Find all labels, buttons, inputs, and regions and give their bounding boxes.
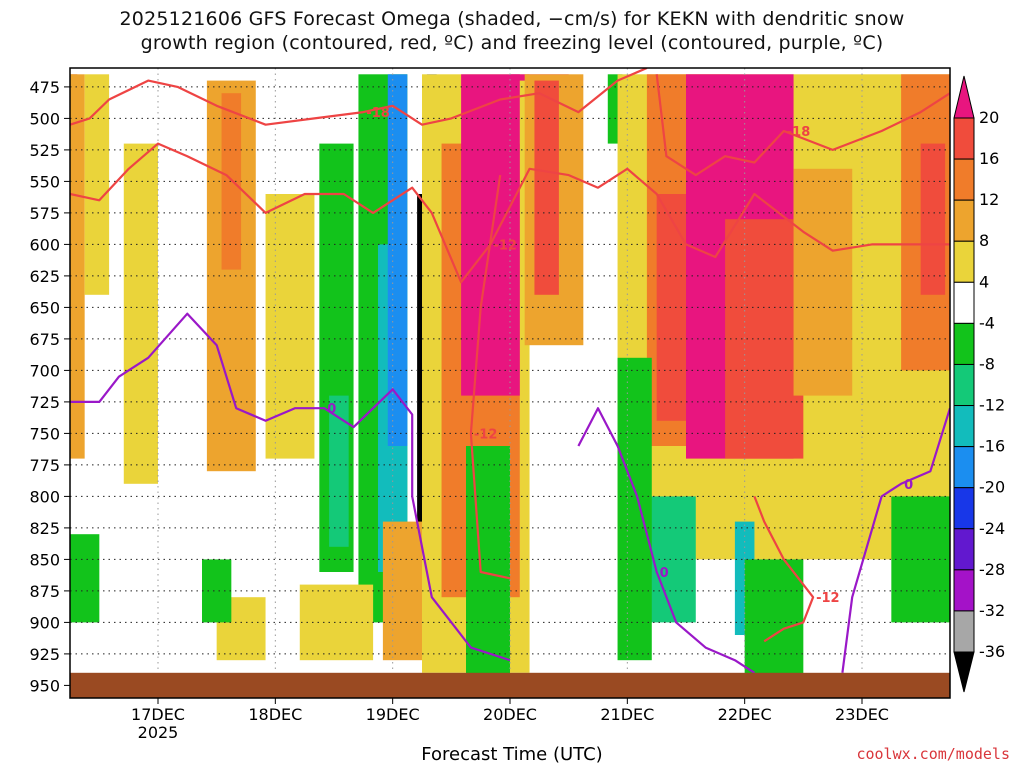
pressure-tick-label: 550 (29, 172, 60, 191)
colorbar-bin (953, 610, 975, 653)
terrain-surface (70, 672, 950, 698)
pressure-axis: 475 500 525 550 575 600 625 650 675 700 725 750 775 8… (29, 78, 70, 695)
grid (70, 68, 950, 698)
colorbar: 20 16 12 8 4 -4 -8 -12 -16 -20 -24 -28 -32 -36 (953, 75, 1005, 693)
omega-region (221, 93, 242, 270)
colorbar-bin (953, 528, 975, 571)
colorbar-bin (953, 487, 975, 530)
colorbar-label: -20 (979, 478, 1005, 497)
time-tick-label: 22DEC (718, 705, 772, 724)
omega-region (382, 521, 422, 661)
pressure-tick-label: 475 (29, 78, 60, 97)
dgz-contour-line (655, 74, 950, 177)
pressure-tick-label: 750 (29, 424, 60, 443)
time-tick-label: 18DEC (248, 705, 302, 724)
pressure-tick-label: 500 (29, 109, 60, 128)
omega-region (744, 559, 804, 680)
colorbar-label: 8 (979, 231, 989, 250)
omega-region (920, 143, 946, 295)
omega-region (70, 74, 85, 459)
colorbar-label: 4 (979, 272, 989, 291)
omega-region (123, 143, 158, 484)
pressure-tick-label: 650 (29, 298, 60, 317)
dgz-contour-label: -12 (474, 427, 498, 442)
contours: -18 -12 -18 -12 -12 0 0 0 (70, 68, 950, 674)
colorbar-label: -36 (979, 642, 1005, 661)
freezing-level-contour-label: 0 (904, 478, 913, 493)
pressure-tick-label: 525 (29, 141, 60, 160)
colorbar-bin (953, 322, 975, 365)
colorbar-label: -12 (979, 396, 1005, 415)
colorbar-label: -16 (979, 437, 1005, 456)
omega-region (265, 194, 315, 459)
colorbar-bin (953, 240, 975, 283)
omega-region (70, 534, 100, 623)
omega-region (417, 194, 422, 635)
dgz-contour-line (469, 174, 511, 580)
omega-region (202, 559, 232, 623)
colorbar-label: -8 (979, 354, 995, 373)
site-credit[interactable]: coolwx.com/models (856, 745, 1010, 763)
time-tick-label: 19DEC (366, 705, 420, 724)
omega-region (466, 446, 510, 680)
freezing-level-contour-line (841, 407, 950, 673)
omega-region (84, 74, 110, 295)
colorbar-label: 20 (979, 108, 999, 127)
dgz-contour-label: -12 (493, 238, 517, 253)
colorbar-bottom-arrow (953, 651, 975, 693)
pressure-tick-label: 825 (29, 519, 60, 538)
x-axis-label: Forecast Time (UTC) (421, 744, 603, 765)
pressure-tick-label: 850 (29, 550, 60, 569)
omega-region (891, 496, 950, 623)
colorbar-bin (953, 405, 975, 448)
freezing-level-contour-label: 0 (660, 566, 669, 581)
colorbar-label: -32 (979, 601, 1005, 620)
colorbar-top-arrow (953, 75, 975, 119)
pressure-tick-label: 775 (29, 456, 60, 475)
time-tick-label: 20DEC (483, 705, 537, 724)
pressure-tick-label: 600 (29, 235, 60, 254)
pressure-tick-label: 700 (29, 361, 60, 380)
pressure-tick-label: 925 (29, 645, 60, 664)
chart-title-line-2: growth region (contoured, red, ºC) and f… (140, 32, 884, 54)
dgz-contour-label: -18 (787, 125, 811, 140)
freezing-level-contour-line (70, 312, 511, 662)
pressure-tick-label: 625 (29, 267, 60, 286)
colorbar-label: 16 (979, 149, 999, 168)
dgz-contour-label: -12 (816, 591, 840, 606)
time-tick-label: 23DEC (835, 705, 889, 724)
chart-title-line-1: 2025121606 GFS Forecast Omega (shaded, −… (119, 8, 905, 30)
colorbar-bin (953, 117, 975, 160)
omega-region (617, 357, 652, 661)
time-tick-label: 17DEC (131, 705, 185, 724)
colorbar-bin (953, 363, 975, 407)
dgz-contour-label: -18 (366, 106, 390, 121)
colorbar-bin (953, 569, 975, 612)
colorbar-bin (953, 446, 975, 489)
year-label: 2025 (138, 723, 179, 742)
dgz-contour-line (70, 68, 648, 126)
pressure-tick-label: 675 (29, 330, 60, 349)
colorbar-bin (953, 199, 975, 242)
colorbar-bin (953, 281, 975, 324)
pressure-tick-label: 725 (29, 393, 60, 412)
omega-region (534, 80, 559, 295)
pressure-tick-label: 900 (29, 613, 60, 632)
dgz-contour-line (753, 496, 815, 643)
pressure-tick-label: 950 (29, 676, 60, 695)
freezing-level-contour-label: 0 (327, 402, 336, 417)
pressure-tick-label: 575 (29, 204, 60, 223)
colorbar-label: 12 (979, 190, 999, 209)
pressure-tick-label: 800 (29, 487, 60, 506)
colorbar-label: -4 (979, 313, 995, 332)
colorbar-label: -24 (979, 519, 1005, 538)
time-tick-label: 21DEC (600, 705, 654, 724)
pressure-tick-label: 875 (29, 582, 60, 601)
freezing-level-contour-line (577, 407, 755, 674)
omega-region (793, 168, 853, 396)
colorbar-label: -28 (979, 560, 1005, 579)
colorbar-bin (953, 158, 975, 201)
